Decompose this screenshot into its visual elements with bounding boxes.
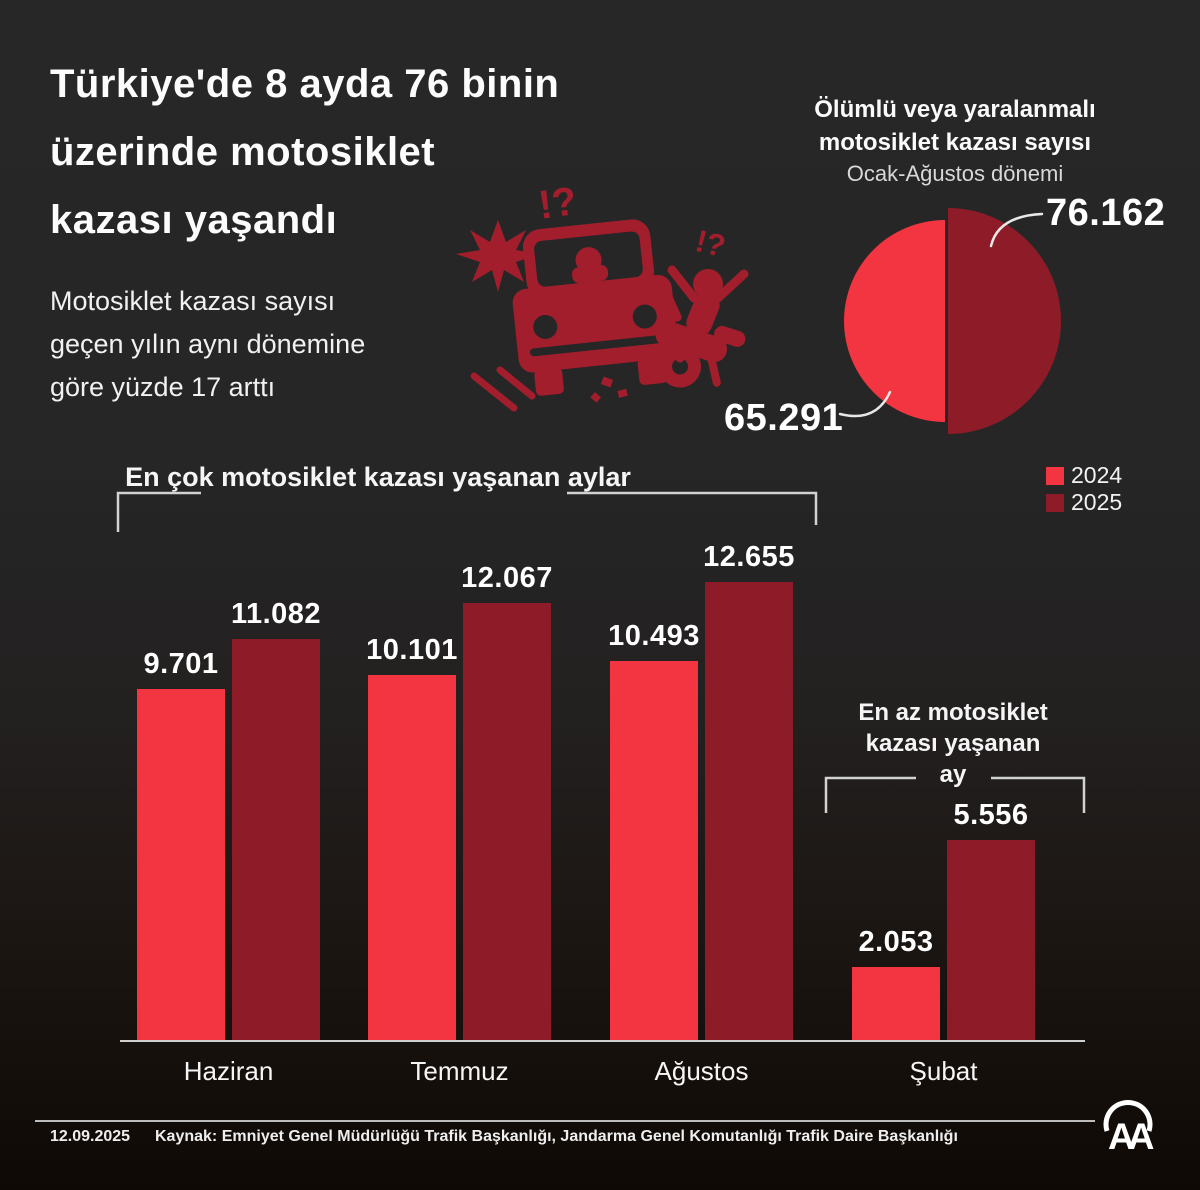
impact-star-icon — [456, 220, 540, 292]
crash-illustration: !? !? — [452, 172, 762, 417]
pie-chart — [690, 182, 1190, 472]
subtitle-line-2: geçen yılın aynı dönemine — [50, 329, 366, 359]
max-months-bracket — [116, 491, 818, 532]
pie-slice-2025 — [948, 208, 1061, 434]
aa-logo-icon: AA — [1103, 1099, 1160, 1155]
aa-logo-text: AA — [1108, 1116, 1154, 1155]
legend-label-2025: 2025 — [1071, 489, 1123, 515]
footer-source: Kaynak: Emniyet Genel Müdürlüğü Trafik B… — [155, 1128, 958, 1145]
subtitle-line-1: Motosiklet kazası sayısı — [50, 286, 336, 316]
legend: 2024 2025 — [1046, 462, 1122, 516]
subtitle-line-3: göre yüzde 17 arttı — [50, 372, 276, 402]
month-label-temmuz: Temmuz — [410, 1056, 509, 1086]
bar-2024-şubat — [852, 967, 940, 1042]
title-line-3: kazası yaşandı — [50, 198, 338, 242]
month-label-ağustos: Ağustos — [654, 1056, 749, 1086]
bar-value-2025-temmuz: 12.067 — [461, 562, 553, 594]
bar-value-2025-şubat: 5.556 — [953, 799, 1029, 831]
legend-label-2024: 2024 — [1071, 462, 1123, 488]
car-icon — [512, 219, 678, 396]
rider-icon — [667, 265, 749, 363]
min-month-title: En az motosiklet kazası yaşanan ay — [803, 697, 1103, 790]
legend-swatch-2024 — [1046, 466, 1064, 485]
pie-period: Ocak-Ağustos dönemi — [846, 161, 1064, 186]
month-label-haziran: Haziran — [183, 1056, 274, 1086]
legend-item-2024: 2024 — [1046, 462, 1122, 489]
bar-2024-ağustos — [610, 661, 698, 1042]
footer-date: 12.09.2025 — [50, 1128, 131, 1145]
min-title-line-2: kazası yaşanan — [865, 730, 1041, 757]
leader-line-2025 — [989, 212, 1044, 248]
skid-marks-icon — [470, 366, 536, 412]
title-line-1: Türkiye'de 8 ayda 76 binin — [50, 62, 560, 106]
bar-2025-ağustos — [705, 582, 793, 1042]
pie-title-line-1: Ölümlü veya yaralanmalı — [814, 96, 1096, 123]
bar-2025-şubat — [947, 840, 1035, 1042]
legend-item-2025: 2025 — [1046, 489, 1122, 516]
bar-chart: 9.701 11.082 Haziran 10.101 12.067 Temmuz 10.4… — [0, 541, 1200, 1086]
aa-logo: AA — [1096, 1097, 1160, 1155]
bar-chart-title: En çok motosiklet kazası yaşanan aylar — [125, 462, 631, 492]
pie-svg — [838, 208, 1061, 434]
pie-value-2025: 76.162 — [1046, 192, 1166, 234]
min-title-line-1: En az motosiklet — [858, 699, 1048, 726]
exclamation-question-icon: !? — [536, 179, 580, 228]
pie-title-line-2: motosiklet kazası sayısı — [818, 129, 1092, 156]
bar-2025-temmuz — [463, 603, 551, 1042]
chart-baseline — [120, 1040, 1085, 1042]
bar-value-2024-temmuz: 10.101 — [366, 634, 458, 666]
bar-value-2024-ağustos: 10.493 — [608, 620, 700, 652]
debris-icon — [590, 376, 628, 403]
legend-swatch-2025 — [1046, 493, 1064, 512]
bar-2024-haziran — [137, 689, 225, 1042]
bar-value-2025-haziran: 11.082 — [230, 598, 322, 630]
leader-line-2024 — [838, 390, 892, 418]
bar-value-2025-ağustos: 12.655 — [703, 541, 795, 573]
bar-value-2024-haziran: 9.701 — [143, 648, 219, 680]
footer-divider — [35, 1120, 1095, 1122]
title-line-2: üzerinde motosiklet — [50, 130, 436, 174]
pie-slice-2024 — [844, 220, 945, 422]
pie-chart-title: Ölümlü veya yaralanmalı motosiklet kazas… — [750, 93, 1160, 189]
crash-icon: !? !? — [456, 179, 749, 412]
bar-2024-temmuz — [368, 675, 456, 1042]
page-title: Türkiye'de 8 ayda 76 binin üzerinde moto… — [50, 50, 710, 254]
bar-2025-haziran — [232, 639, 320, 1042]
pie-value-2024: 65.291 — [724, 397, 844, 439]
bar-value-2024-şubat: 2.053 — [858, 926, 934, 958]
month-label-şubat: Şubat — [909, 1056, 978, 1086]
subtitle: Motosiklet kazası sayısı geçen yılın ayn… — [50, 280, 470, 409]
